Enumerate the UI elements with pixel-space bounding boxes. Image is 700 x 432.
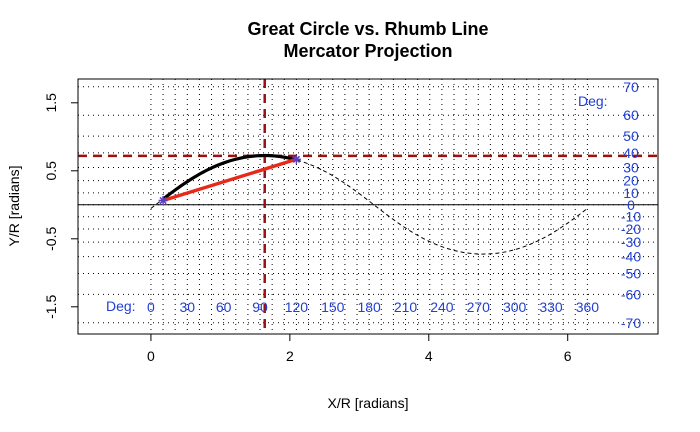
series-layer — [150, 153, 588, 255]
deg-longitude-label: 300 — [503, 299, 527, 315]
great-circle-route — [162, 153, 297, 201]
deg-latitude-label: -30 — [621, 234, 641, 250]
deg-longitude-label: 150 — [321, 299, 345, 315]
deg-longitude-label: 210 — [394, 299, 418, 315]
deg-x-caption: Deg: — [106, 298, 136, 314]
deg-latitude-label: 60 — [623, 107, 639, 123]
deg-latitude-label: -50 — [621, 266, 641, 282]
deg-longitude-label: 180 — [357, 299, 381, 315]
deg-longitude-label: 360 — [576, 299, 600, 315]
deg-longitude-label: 120 — [285, 299, 309, 315]
deg-latitude-label: 20 — [623, 173, 639, 189]
deg-latitude-label: 0 — [627, 197, 635, 213]
deg-longitude-label: 30 — [180, 299, 196, 315]
deg-latitude-label: 10 — [623, 185, 639, 201]
deg-latitude-label: -20 — [621, 221, 641, 237]
guide-lines — [78, 79, 658, 334]
x-axis-label: X/R [radians] — [328, 395, 409, 411]
end-point-marker — [291, 154, 301, 164]
x-tick-label: 2 — [286, 348, 294, 364]
degree-labels: 0 30 60 90 120 150 180 210 240 270 300 330 360706050… — [147, 79, 641, 331]
chart-title-line-1: Great Circle vs. Rhumb Line — [247, 19, 488, 39]
rhumb-line-route — [162, 157, 297, 203]
deg-longitude-label: 330 — [539, 299, 563, 315]
y-axis-label: Y/R [radians] — [6, 166, 22, 247]
x-tick-label: 4 — [425, 348, 433, 364]
y-axis: -1.5 -0.5 0.5 1.5 — [43, 93, 78, 319]
plot-frame — [77, 78, 659, 335]
y-tick-label: -0.5 — [43, 227, 59, 251]
deg-latitude-label: 30 — [623, 159, 639, 175]
y-tick-label: 1.5 — [43, 93, 59, 113]
deg-latitude-label: -70 — [621, 315, 641, 331]
x-tick-label: 6 — [564, 348, 572, 364]
deg-latitude-label: 40 — [623, 145, 639, 161]
y-tick-label: 0.5 — [43, 161, 59, 181]
y-tick-label: -1.5 — [43, 295, 59, 319]
deg-longitude-label: 0 — [147, 299, 155, 315]
deg-longitude-label: 90 — [252, 299, 268, 315]
deg-longitude-label: 60 — [216, 299, 232, 315]
grid — [78, 79, 658, 334]
deg-longitude-label: 270 — [467, 299, 491, 315]
deg-latitude-label: -40 — [621, 249, 641, 265]
deg-y-caption: Deg: — [578, 93, 608, 109]
x-axis: 0 2 4 6 — [147, 334, 572, 364]
marker-stroke — [159, 196, 167, 205]
marker-stroke — [292, 155, 301, 163]
chart-title-line-2: Mercator Projection — [283, 41, 452, 61]
deg-latitude-label: -60 — [621, 286, 641, 302]
start-point-marker — [158, 196, 168, 206]
deg-latitude-label: -10 — [621, 209, 641, 225]
deg-latitude-label: 70 — [623, 79, 639, 95]
x-tick-label: 0 — [147, 348, 155, 364]
deg-longitude-label: 240 — [430, 299, 454, 315]
deg-latitude-label: 50 — [623, 128, 639, 144]
